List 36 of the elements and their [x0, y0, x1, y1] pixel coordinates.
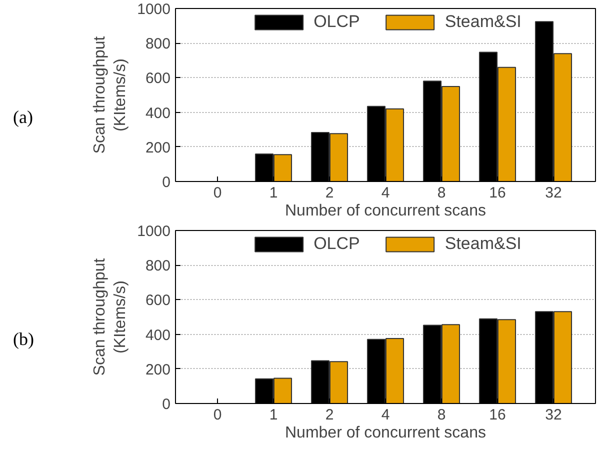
x-tick-label: 0: [213, 406, 222, 424]
x-tick-label: 8: [437, 184, 446, 202]
legend-label: Steam&SI: [444, 12, 522, 32]
y-tick-label: 1000: [137, 223, 171, 240]
x-tick-label: 1: [269, 406, 278, 424]
x-tick-label: 16: [489, 184, 506, 202]
x-tick-label: 4: [381, 184, 390, 202]
legend-label: OLCP: [314, 12, 360, 32]
x-tick-label: 4: [381, 406, 390, 424]
x-tick-label: 2: [325, 184, 334, 202]
x-tick-label: 32: [545, 406, 562, 424]
y-tick-label: 600: [145, 292, 171, 310]
legend-label: OLCP: [314, 234, 360, 254]
y-tick-label: 200: [145, 139, 171, 156]
x-tick-label: 8: [437, 406, 446, 424]
y-tick-label: 1000: [137, 1, 171, 18]
text: (b): [13, 328, 34, 351]
y-tick-label: 0: [162, 174, 170, 191]
x-tick-label: 32: [545, 184, 562, 202]
y-axis-title: Scan throughput (KItems/s): [92, 258, 130, 376]
legend-label: Steam&SI: [444, 234, 522, 254]
y-tick-label: 800: [145, 258, 171, 275]
x-tick-label: 1: [269, 184, 278, 202]
y-tick-label: 400: [145, 104, 171, 122]
x-tick-label: 0: [213, 184, 222, 202]
y-tick-label: 600: [145, 70, 171, 88]
x-axis-title: Number of concurrent scans: [285, 202, 486, 220]
x-tick-label: 16: [489, 406, 506, 424]
y-tick-label: 800: [145, 36, 171, 53]
y-tick-label: 0: [162, 396, 170, 413]
y-axis-title: Scan throughput (KItems/s): [92, 36, 130, 154]
x-tick-label: 2: [325, 406, 334, 424]
y-tick-label: 400: [145, 326, 171, 344]
y-tick-label: 200: [145, 361, 171, 378]
text: (a): [13, 106, 33, 129]
x-axis-title: Number of concurrent scans: [285, 424, 486, 442]
